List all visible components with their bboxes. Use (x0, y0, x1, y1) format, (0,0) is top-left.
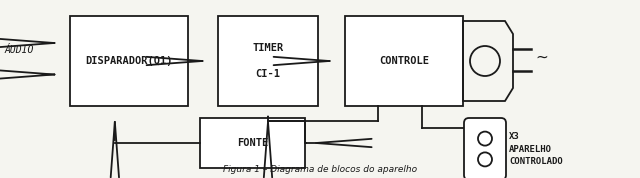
Text: X3
APARELHO
CONTROLADO: X3 APARELHO CONTROLADO (509, 132, 563, 166)
Bar (218, 16, 318, 106)
Text: ~: ~ (535, 49, 548, 64)
Text: ÁUDIO: ÁUDIO (4, 45, 33, 55)
Text: Figura 1 – Diagrama de blocos do aparelho: Figura 1 – Diagrama de blocos do aparelh… (223, 165, 417, 174)
Bar (200, 118, 305, 168)
Text: DISPARADOR(Q1): DISPARADOR(Q1) (85, 56, 173, 66)
Text: TIMER: TIMER (252, 43, 284, 53)
Text: FONTE: FONTE (237, 138, 268, 148)
FancyBboxPatch shape (464, 118, 506, 178)
Bar (345, 16, 463, 106)
Text: CONTROLE: CONTROLE (379, 56, 429, 66)
Text: CI-1: CI-1 (255, 69, 280, 79)
Bar (70, 16, 188, 106)
